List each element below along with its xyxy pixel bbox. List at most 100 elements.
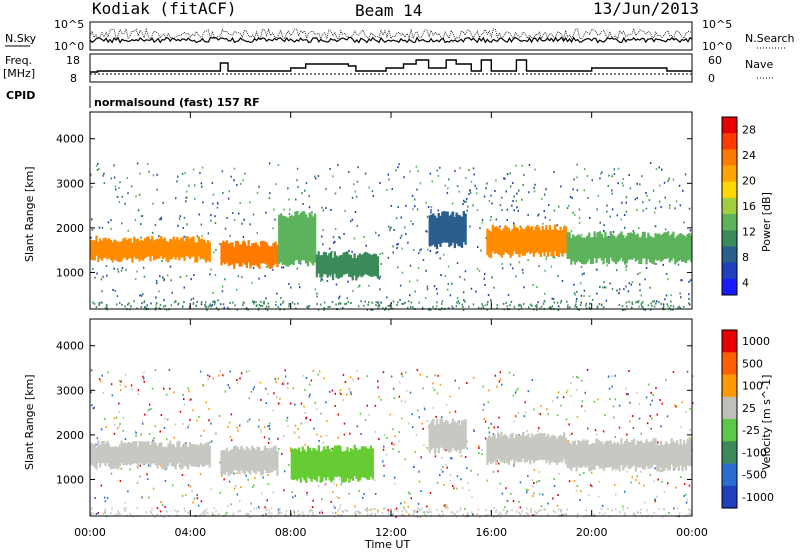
echo-band — [604, 441, 607, 469]
echo-speckle — [110, 219, 112, 222]
echo-speckle — [241, 276, 243, 279]
echo-band — [620, 438, 623, 465]
echo-speckle — [346, 393, 348, 396]
echo-speckle — [162, 276, 164, 279]
echo-speckle — [325, 207, 327, 209]
echo-speckle — [393, 476, 396, 479]
echo-band — [557, 230, 560, 258]
echo-speckle — [380, 398, 382, 401]
ground-echo — [639, 512, 642, 514]
velocity-frame — [89, 318, 693, 517]
echo-speckle — [286, 416, 289, 419]
echo-speckle — [629, 401, 631, 404]
echo-band — [374, 254, 378, 277]
echo-speckle — [649, 415, 651, 417]
ground-echo — [631, 303, 634, 305]
echo-speckle — [276, 396, 278, 398]
ground-echo — [529, 508, 532, 511]
echo-speckle — [481, 218, 484, 221]
ground-echo — [124, 509, 127, 512]
echo-speckle — [233, 487, 236, 490]
echo-speckle — [605, 286, 607, 289]
echo-speckle — [325, 401, 327, 404]
echo-band — [611, 444, 614, 471]
echo-band — [247, 240, 250, 263]
echo-speckle — [681, 401, 683, 404]
echo-band — [543, 433, 546, 460]
echo-speckle — [509, 185, 512, 188]
echo-band — [100, 441, 104, 464]
echo-speckle — [601, 171, 603, 174]
echo-speckle — [241, 222, 243, 225]
echo-band — [201, 444, 204, 467]
ground-echo — [486, 303, 488, 306]
echo-speckle — [639, 470, 642, 473]
echo-speckle — [628, 282, 630, 285]
echo-speckle — [100, 380, 102, 383]
echo-speckle — [298, 283, 300, 286]
echo-speckle — [283, 489, 285, 492]
echo-band — [684, 236, 688, 264]
echo-band — [138, 441, 141, 464]
echo-speckle — [247, 478, 249, 481]
echo-speckle — [161, 504, 164, 507]
echo-band — [444, 211, 448, 243]
echo-speckle — [243, 240, 246, 243]
echo-band — [301, 446, 304, 478]
echo-speckle — [607, 185, 609, 187]
echo-speckle — [186, 196, 188, 199]
echo-speckle — [561, 279, 564, 282]
echo-speckle — [651, 417, 653, 420]
echo-band — [176, 441, 179, 464]
ground-echo — [536, 511, 538, 514]
echo-band — [681, 234, 684, 262]
echo-band — [638, 237, 641, 264]
colorbar-segment — [722, 149, 737, 167]
echo-speckle — [339, 186, 341, 189]
echo-speckle — [357, 166, 359, 169]
echo-speckle — [570, 394, 572, 397]
echo-speckle — [395, 217, 398, 220]
echo-speckle — [349, 376, 352, 379]
ground-echo — [357, 510, 360, 513]
ground-echo — [663, 508, 665, 511]
echo-speckle — [454, 169, 456, 172]
ground-echo — [641, 305, 643, 308]
echo-speckle — [644, 501, 646, 504]
ground-echo — [243, 301, 245, 304]
ground-echo — [516, 510, 518, 513]
echo-speckle — [645, 267, 648, 269]
ground-echo — [688, 302, 690, 305]
echo-speckle — [219, 461, 221, 464]
echo-speckle — [326, 279, 329, 282]
ground-echo — [222, 303, 225, 306]
echo-speckle — [654, 498, 656, 501]
echo-speckle — [337, 413, 339, 416]
echo-speckle — [650, 427, 652, 430]
echo-band — [516, 227, 519, 255]
echo-speckle — [558, 472, 560, 475]
echo-speckle — [654, 225, 657, 227]
echo-speckle — [188, 184, 190, 187]
echo-speckle — [494, 374, 497, 377]
echo-band — [258, 246, 261, 269]
ground-echo — [521, 510, 523, 513]
echo-speckle — [462, 202, 464, 205]
echo-band — [570, 444, 573, 471]
echo-speckle — [154, 369, 157, 372]
echo-speckle — [417, 170, 419, 173]
echo-speckle — [547, 413, 549, 416]
echo-speckle — [267, 392, 269, 395]
ground-echo — [367, 508, 369, 511]
echo-band — [220, 450, 223, 476]
echo-band — [263, 445, 266, 470]
ground-echo — [297, 302, 299, 305]
echo-speckle — [614, 398, 616, 401]
echo-speckle — [200, 434, 202, 437]
echo-speckle — [685, 501, 688, 504]
ground-echo — [341, 514, 343, 517]
echo-speckle — [613, 416, 615, 419]
echo-speckle — [366, 375, 369, 378]
